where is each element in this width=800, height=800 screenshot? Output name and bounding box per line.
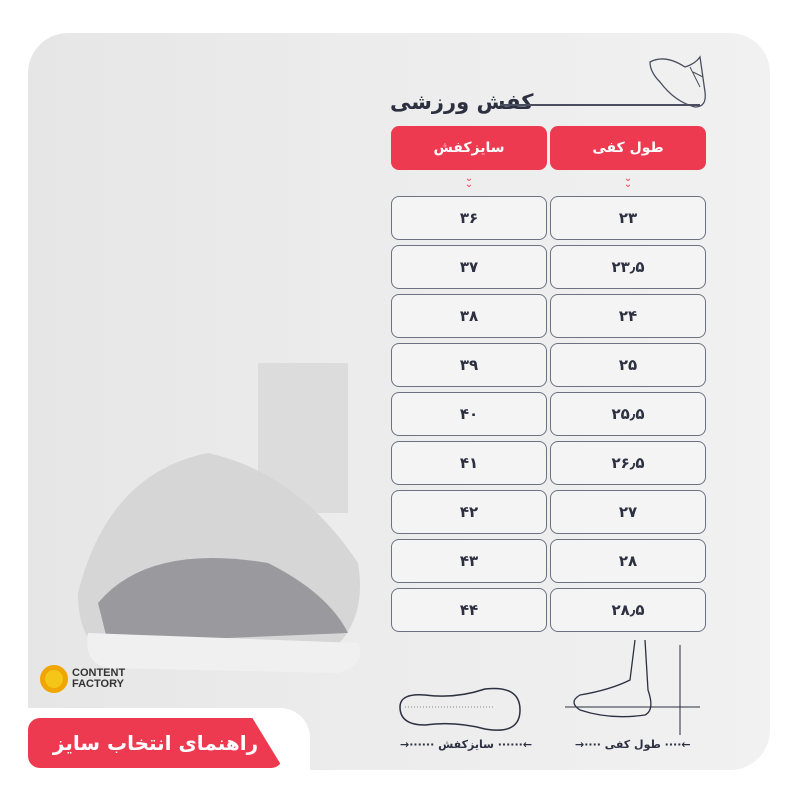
foot-length-label: ←···· طول کفی ····→: [575, 738, 691, 751]
header-foot-length: طول کفی: [550, 126, 706, 170]
logo-line1: CONTENT: [72, 667, 126, 679]
shoe-size-cell: ۴۳: [391, 539, 547, 583]
shoe-size-cell: ۴۴: [391, 588, 547, 632]
foot-length-cell: ۲۳: [550, 196, 706, 240]
shoe-size-cell: ۳۸: [391, 294, 547, 338]
shoe-size-cell: ۴۱: [391, 441, 547, 485]
shoe-size-cell: ۴۰: [391, 392, 547, 436]
foot-diagram: [565, 640, 700, 735]
foot-length-cell: ۲۳٫۵: [550, 245, 706, 289]
chevron-down-icon: ⌄ ⌄: [464, 173, 474, 190]
shoe-size-label: ←······ سایزکفش ······→: [400, 738, 533, 751]
chevron-down-icon: ⌄ ⌄: [623, 173, 633, 190]
page-title: کفش ورزشی: [390, 90, 534, 114]
shoe-size-cell: ۳۹: [391, 343, 547, 387]
sneaker-photo: [78, 363, 361, 673]
foot-length-cell: ۲۵٫۵: [550, 392, 706, 436]
size-guide-banner: راهنمای انتخاب سایز: [28, 718, 283, 768]
shoe-size-cell: ۴۲: [391, 490, 547, 534]
shoe-size-cell: ۳۶: [391, 196, 547, 240]
shoe-size-cell: ۳۷: [391, 245, 547, 289]
foot-length-cell: ۲۸٫۵: [550, 588, 706, 632]
foot-length-cell: ۲۵: [550, 343, 706, 387]
logo-line2: FACTORY: [72, 678, 124, 690]
foot-length-cell: ۲۷: [550, 490, 706, 534]
foot-length-cell: ۲۸: [550, 539, 706, 583]
foot-length-cell: ۲۶٫۵: [550, 441, 706, 485]
title-divider: [500, 104, 700, 106]
header-shoe-size: سایزکفش: [391, 126, 547, 170]
sneaker-outline-icon: [649, 55, 706, 108]
logo-icon: [40, 665, 68, 693]
insole-diagram: [399, 687, 521, 731]
foot-length-cell: ۲۴: [550, 294, 706, 338]
content-factory-logo: CONTENT FACTORY: [40, 665, 125, 693]
